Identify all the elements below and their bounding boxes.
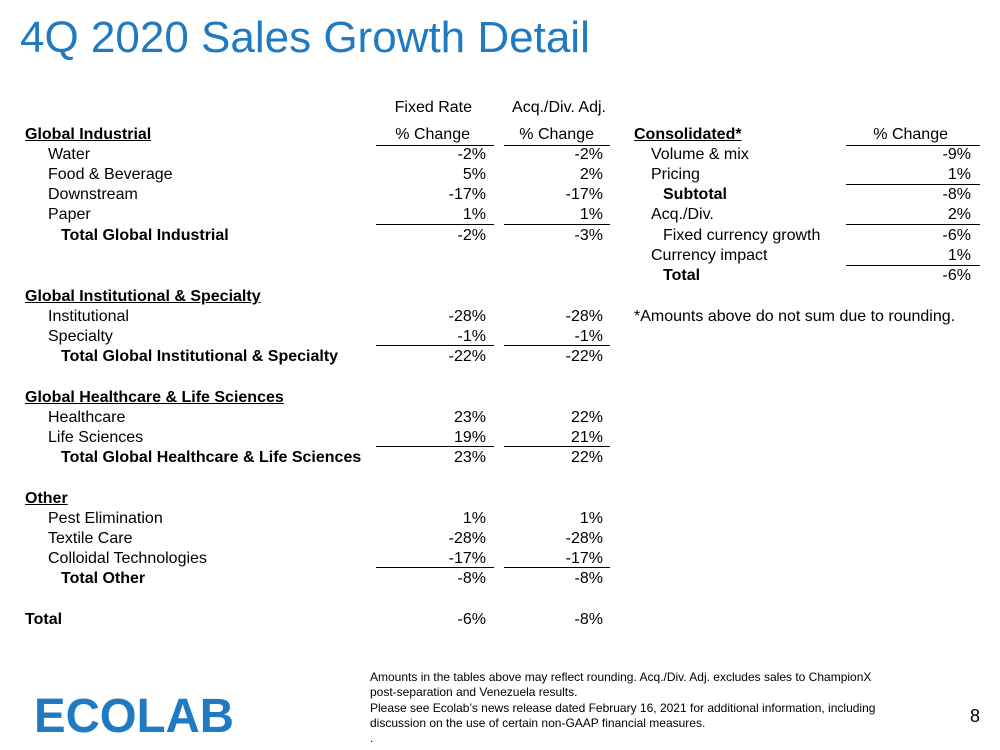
row-acq-value: -28% [565, 530, 603, 547]
consolidated-row-value: -6% [942, 227, 971, 244]
consolidated-row-label: Volume & mix [651, 146, 749, 163]
consolidated-total-value: -6% [942, 267, 971, 284]
grand-total-label: Total [25, 611, 63, 628]
header-underline-acq [504, 145, 610, 146]
row-fixed-value: 19% [453, 429, 486, 446]
subtotal-line [376, 446, 494, 447]
consolidated-row-label: Pricing [651, 166, 700, 183]
grand-total-acq-value: -8% [574, 611, 603, 628]
consolidated-total-label: Total [663, 267, 701, 284]
footnote-line: Please see Ecolab’s news release dated F… [370, 701, 876, 715]
row-label: Downstream [48, 186, 138, 203]
row-label: Pest Elimination [48, 510, 163, 527]
total-acq-value: -22% [565, 348, 603, 365]
row-acq-value: 22% [570, 409, 603, 426]
row-acq-value: -17% [565, 550, 603, 567]
total-fixed-value: 23% [453, 449, 486, 466]
footnote-line: discussion on the use of certain non-GAA… [370, 716, 706, 730]
row-label: Textile Care [48, 530, 133, 547]
footnote-line: post-separation and Venezuela results. [370, 685, 578, 699]
row-acq-value: -17% [565, 186, 603, 203]
section-heading-global-healthcare: Global Healthcare & Life Sciences [25, 389, 284, 406]
consolidated-heading: Consolidated* [634, 126, 742, 143]
subtotal-line [376, 567, 494, 568]
row-acq-value: 1% [579, 510, 603, 527]
subtotal-line [504, 567, 610, 568]
consolidated-subtotal-line [846, 184, 980, 185]
page-title: 4Q 2020 Sales Growth Detail [20, 13, 590, 62]
row-fixed-value: -17% [448, 550, 486, 567]
section-heading-global-institutional: Global Institutional & Specialty [25, 288, 261, 305]
subtotal-line [504, 345, 610, 346]
row-fixed-value: -2% [457, 146, 486, 163]
row-label: Water [48, 146, 91, 163]
consolidated-row-value: 1% [947, 166, 971, 183]
consolidated-subtotal-label: Subtotal [663, 186, 727, 203]
total-fixed-value: -2% [457, 227, 486, 244]
footnote-line: Amounts in the tables above may reflect … [370, 670, 872, 684]
row-fixed-value: 1% [462, 510, 486, 527]
row-fixed-value: -1% [457, 328, 486, 345]
row-label: Healthcare [48, 409, 126, 426]
row-label: Specialty [48, 328, 113, 345]
footnote-line: . [370, 731, 374, 745]
subtotal-line [504, 446, 610, 447]
consolidated-header-underline [846, 145, 980, 146]
total-fixed-value: -22% [448, 348, 486, 365]
row-acq-value: 1% [579, 206, 603, 223]
row-label: Life Sciences [48, 429, 144, 446]
ecolab-logo: ECOLAB [34, 690, 236, 743]
grand-total-fixed-value: -6% [457, 611, 486, 628]
consolidated-pct-header: % Change [873, 126, 948, 143]
acq-div-pct-header: % Change [519, 126, 594, 143]
subtotal-line [504, 224, 610, 225]
row-acq-value: 21% [570, 429, 603, 446]
header-underline-fixed [376, 145, 494, 146]
subtotal-line [376, 224, 494, 225]
row-label: Paper [48, 206, 91, 223]
total-acq-value: -3% [574, 227, 603, 244]
consolidated-row-label: Currency impact [651, 247, 768, 264]
row-fixed-value: -28% [448, 530, 486, 547]
row-label: Institutional [48, 308, 129, 325]
total-label: Total Other [61, 570, 146, 587]
page-number: 8 [970, 706, 981, 726]
total-label: Total Global Healthcare & Life Sciences [61, 449, 362, 466]
row-acq-value: 2% [579, 166, 603, 183]
section-heading-global-industrial: Global Industrial [25, 126, 152, 143]
row-label: Food & Beverage [48, 166, 173, 183]
consolidated-row-value: -8% [942, 186, 971, 203]
consolidated-note: *Amounts above do not sum due to roundin… [634, 308, 956, 325]
row-fixed-value: 1% [462, 206, 486, 223]
row-acq-value: -1% [574, 328, 603, 345]
row-fixed-value: -17% [448, 186, 486, 203]
total-fixed-value: -8% [457, 570, 486, 587]
row-label: Colloidal Technologies [48, 550, 207, 567]
section-heading-other: Other [25, 490, 68, 507]
logo-wordmark: ECOLAB [34, 690, 234, 738]
row-fixed-value: 5% [462, 166, 486, 183]
fixed-rate-header: Fixed Rate [394, 99, 472, 116]
total-label: Total Global Institutional & Specialty [61, 348, 339, 365]
row-acq-value: -2% [574, 146, 603, 163]
total-acq-value: 22% [570, 449, 603, 466]
consolidated-total-line [846, 265, 980, 266]
consolidated-subtotal-line [846, 224, 980, 225]
total-label: Total Global Industrial [61, 227, 229, 244]
total-acq-value: -8% [574, 570, 603, 587]
consolidated-row-value: 1% [947, 247, 971, 264]
fixed-rate-pct-header: % Change [395, 126, 470, 143]
consolidated-row-value: 2% [947, 206, 971, 223]
consolidated-row-value: -9% [942, 146, 971, 163]
acq-div-header: Acq./Div. Adj. [512, 99, 606, 116]
subtotal-line [376, 345, 494, 346]
consolidated-row-label: Acq./Div. [651, 206, 714, 223]
row-fixed-value: -28% [448, 308, 486, 325]
row-acq-value: -28% [565, 308, 603, 325]
consolidated-row-label: Fixed currency growth [663, 227, 821, 244]
row-fixed-value: 23% [453, 409, 486, 426]
